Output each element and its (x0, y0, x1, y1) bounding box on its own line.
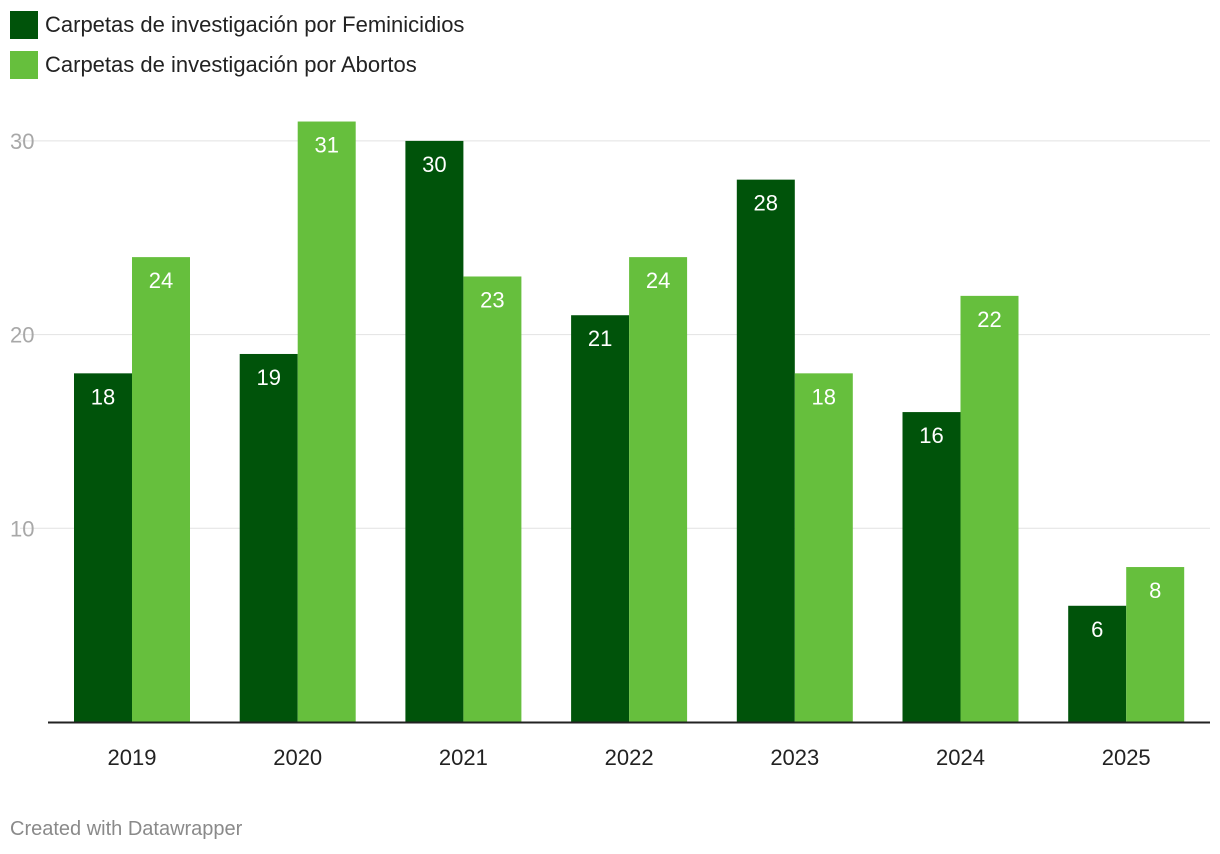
legend-item-abortos: Carpetas de investigación por Abortos (10, 50, 464, 80)
footer-credit: Created with Datawrapper (10, 818, 243, 840)
legend-label-feminicidios: Carpetas de investigación por Feminicidi… (45, 12, 465, 37)
bar-chart: 10 20 30 18 24 2019 19 31 2020 30 23 2021 21 24 2022 28… (10, 121, 1210, 770)
data-label-2019-series-0: 18 (91, 384, 115, 409)
x-tick-label-2021: 2021 (439, 745, 488, 770)
bar-2024-series-1 (960, 295, 1019, 722)
y-tick-label-10: 10 (10, 516, 34, 541)
y-tick-label-20: 20 (10, 323, 34, 348)
x-tick-label-2024: 2024 (936, 745, 985, 770)
bar-2019-series-1 (132, 257, 190, 722)
bar-2023-series-0 (736, 179, 795, 722)
x-tick-label-2020: 2020 (273, 745, 322, 770)
bar-2022-series-0 (571, 315, 630, 722)
bar-2024-series-0 (902, 412, 961, 722)
data-label-2022-series-1: 24 (646, 268, 670, 293)
bar-2021-series-0 (405, 140, 464, 722)
data-label-2025-series-1: 8 (1149, 578, 1161, 603)
data-label-2023-series-1: 18 (812, 384, 836, 409)
bar-2023-series-1 (794, 373, 853, 722)
y-tick-label-30: 30 (10, 129, 34, 154)
data-label-2020-series-0: 19 (256, 365, 280, 390)
bar-2019-series-0 (74, 373, 132, 722)
data-label-2019-series-1: 24 (149, 268, 173, 293)
data-label-2021-series-0: 30 (422, 152, 446, 177)
legend-label-abortos: Carpetas de investigación por Abortos (45, 52, 417, 77)
legend-item-feminicidios: Carpetas de investigación por Feminicidi… (10, 10, 464, 40)
data-label-2025-series-0: 6 (1091, 617, 1103, 642)
data-label-2022-series-0: 21 (588, 326, 612, 351)
bar-2025-series-0 (1068, 605, 1127, 722)
data-label-2024-series-0: 16 (919, 423, 943, 448)
data-label-2020-series-1: 31 (314, 133, 338, 158)
bar-2021-series-1 (463, 276, 522, 722)
x-tick-label-2023: 2023 (770, 745, 819, 770)
legend-swatch-abortos (10, 51, 38, 79)
bar-2022-series-1 (629, 257, 688, 722)
chart-legend: Carpetas de investigación por Feminicidi… (10, 10, 464, 90)
data-label-2024-series-1: 22 (977, 307, 1001, 332)
x-tick-label-2025: 2025 (1102, 745, 1151, 770)
bar-2020-series-1 (297, 121, 356, 722)
data-label-2021-series-1: 23 (480, 287, 504, 312)
data-label-2023-series-0: 28 (754, 191, 778, 216)
bar-2020-series-0 (239, 353, 298, 722)
bar-2025-series-1 (1126, 567, 1185, 722)
x-tick-label-2019: 2019 (108, 745, 157, 770)
legend-swatch-feminicidios (10, 11, 38, 39)
x-tick-label-2022: 2022 (605, 745, 654, 770)
